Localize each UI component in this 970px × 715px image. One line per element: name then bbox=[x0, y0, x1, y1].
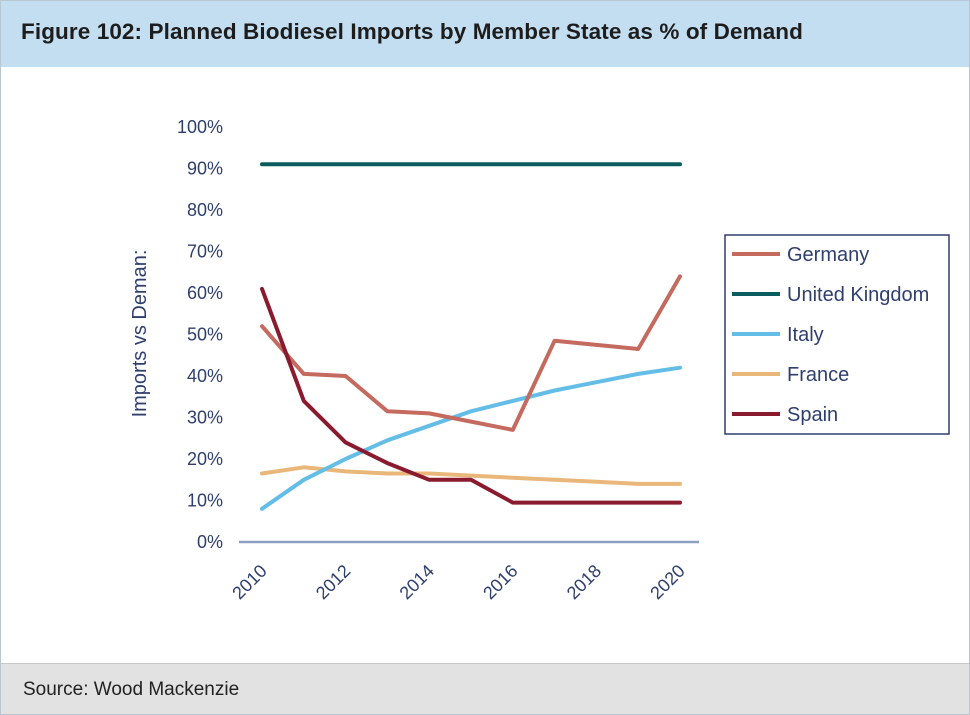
figure-title: Figure 102: Planned Biodiesel Imports by… bbox=[21, 19, 803, 44]
legend: Germany United Kingdom Italy France Spain bbox=[724, 234, 950, 435]
x-tick-label: 2012 bbox=[312, 561, 354, 603]
x-tick-label: 2018 bbox=[563, 561, 605, 603]
y-tick-label: 80% bbox=[187, 200, 223, 220]
y-tick-label: 10% bbox=[187, 491, 223, 511]
legend-box bbox=[724, 234, 950, 435]
y-tick-label: 40% bbox=[187, 366, 223, 386]
line-chart: 0%10%20%30%40%50%60%70%80%90%100% 2010 20… bbox=[129, 117, 950, 603]
series-lines bbox=[260, 162, 682, 511]
legend-label-united-kingdom: United Kingdom bbox=[787, 284, 929, 306]
legend-label-italy: Italy bbox=[787, 324, 824, 346]
x-tick-label: 2010 bbox=[228, 561, 270, 603]
y-tick-label: 50% bbox=[187, 325, 223, 345]
x-axis-ticks: 2010 2012 2014 2016 2018 2020 bbox=[228, 561, 688, 603]
x-tick-label: 2020 bbox=[646, 561, 688, 603]
y-tick-label: 20% bbox=[187, 449, 223, 469]
y-tick-label: 100% bbox=[177, 117, 223, 137]
y-tick-label: 60% bbox=[187, 283, 223, 303]
legend-label-france: France bbox=[787, 364, 849, 386]
y-tick-label: 30% bbox=[187, 408, 223, 428]
x-tick-label: 2014 bbox=[396, 561, 438, 603]
figure-footer: Source: Wood Mackenzie bbox=[1, 663, 969, 714]
y-tick-label: 0% bbox=[197, 532, 223, 552]
x-tick-label: 2016 bbox=[479, 561, 521, 603]
series-line-france bbox=[260, 465, 682, 486]
figure-header: Figure 102: Planned Biodiesel Imports by… bbox=[1, 1, 969, 67]
series-line-italy bbox=[260, 365, 682, 511]
series-line-germany bbox=[260, 274, 682, 432]
series-line-spain bbox=[260, 286, 682, 505]
y-axis-ticks: 0% 10% 20% 30% 40% 50% 60% 70% 80% 90% 100% bbox=[177, 117, 223, 552]
source-note: Source: Wood Mackenzie bbox=[23, 679, 240, 700]
y-tick-label: 70% bbox=[187, 242, 223, 262]
y-tick-label: 90% bbox=[187, 159, 223, 179]
y-axis-title: Imports vs Deman: bbox=[129, 250, 151, 418]
legend-label-spain: Spain bbox=[787, 404, 838, 426]
legend-label-germany: Germany bbox=[787, 244, 869, 266]
